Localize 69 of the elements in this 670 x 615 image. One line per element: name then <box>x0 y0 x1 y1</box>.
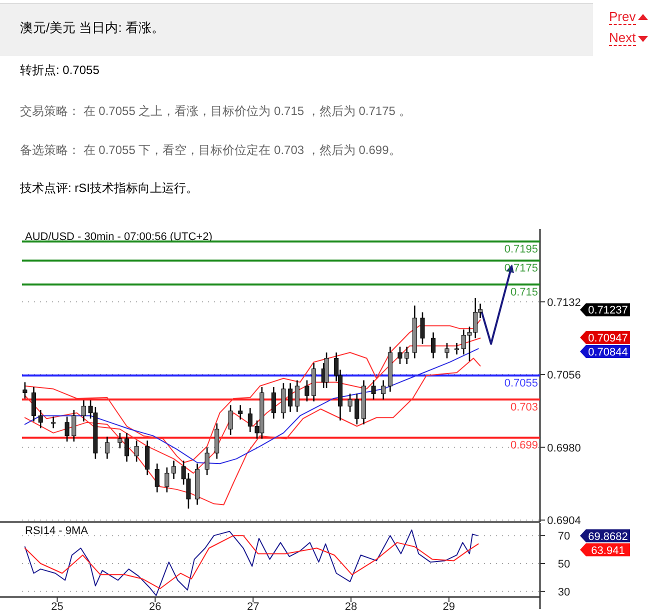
text: 69.8682 <box>588 530 628 543</box>
text: 技术点评: rSI技术指标向上运行。 <box>20 180 198 197</box>
candlestick <box>304 380 310 402</box>
text: 交易策略： 在 0.7055 之上，看涨，目标价位为 0.715 ，然后为 0.7175 。 <box>20 103 411 120</box>
text: 备选策略： 在 0.7055 下，看空，目标价位定在 0.703 ，然后为 0.699。 <box>20 142 401 159</box>
candlestick <box>118 432 122 449</box>
ref-line-label: 0.7195 <box>504 243 538 256</box>
x-tick-label: 26 <box>149 601 162 613</box>
text: 0.70844 <box>588 346 628 358</box>
candlestick <box>154 462 160 493</box>
y-tick-label: 0.7056 <box>547 370 581 382</box>
candlestick <box>124 432 130 462</box>
candlestick <box>431 332 436 359</box>
candlestick <box>145 440 150 476</box>
candlestick <box>238 404 243 420</box>
candlestick <box>22 382 28 400</box>
y-tick-label: 30 <box>558 586 570 598</box>
text: 转折点: 0.7055 <box>20 62 100 79</box>
candlestick <box>294 380 300 413</box>
candlestick <box>404 346 410 365</box>
chart-title: RSI14 - 9MA <box>25 525 89 537</box>
text: Next <box>609 30 636 46</box>
y-tick-label: 0.7132 <box>547 296 581 309</box>
candlestick <box>288 382 293 413</box>
candlestick <box>164 466 170 493</box>
candlestick <box>354 393 360 425</box>
candlestick <box>454 342 460 356</box>
candlestick <box>420 312 425 345</box>
candlestick <box>32 386 36 422</box>
candlestick <box>348 393 352 413</box>
chart-title: AUD/USD - 30min - 07:00:56 (UTC+2) <box>25 231 212 243</box>
candlestick <box>72 409 76 442</box>
candlestick <box>172 460 176 480</box>
text: Prev <box>609 9 636 25</box>
candlestick <box>81 400 86 422</box>
text: 63.941 <box>591 544 625 557</box>
candlestick <box>371 380 376 400</box>
candlestick <box>214 422 220 460</box>
x-tick-label: 25 <box>51 601 64 613</box>
candlestick <box>38 409 43 429</box>
candlestick <box>398 346 402 365</box>
candlestick <box>324 352 329 389</box>
candlestick <box>134 440 139 462</box>
text: 澳元/美元 当日内: 看涨。 <box>20 19 164 37</box>
candlestick <box>204 446 210 476</box>
y-tick-label: 70 <box>558 530 570 543</box>
x-tick-label: 28 <box>344 601 358 613</box>
ref-line-label: 0.7055 <box>504 378 538 390</box>
y-tick-label: 0.6980 <box>547 442 581 454</box>
x-tick-label: 29 <box>442 601 456 613</box>
text: 0.70947 <box>588 332 628 344</box>
ref-line-label: 0.715 <box>510 286 538 299</box>
candlestick <box>381 380 386 400</box>
y-tick-label: 0.6904 <box>547 515 581 528</box>
candlestick <box>248 407 252 433</box>
x-tick-label: 27 <box>246 601 260 613</box>
candlestick <box>228 404 233 436</box>
candlestick <box>64 416 70 442</box>
candlestick <box>444 342 450 359</box>
candlestick <box>281 382 286 420</box>
line-series <box>24 348 479 464</box>
candlestick <box>271 386 276 420</box>
y-tick-label: 50 <box>558 558 570 570</box>
ref-line-label: 0.703 <box>510 401 538 414</box>
ref-line-label: 0.699 <box>510 440 538 452</box>
candlestick <box>51 416 56 429</box>
line-series <box>24 535 479 590</box>
candlestick <box>104 436 110 460</box>
text: 0.71237 <box>588 304 628 317</box>
